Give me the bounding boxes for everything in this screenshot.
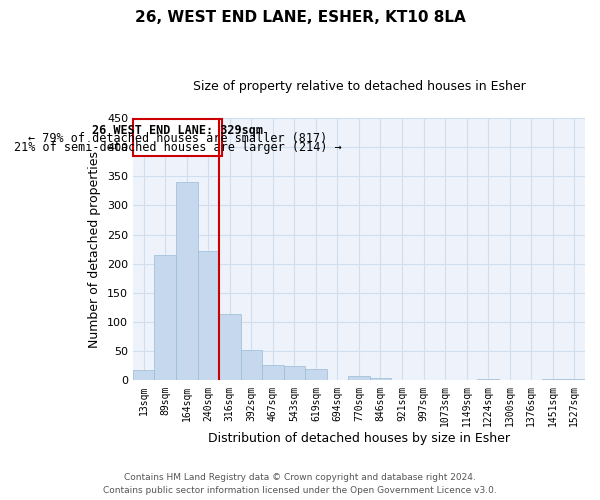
Bar <box>154 255 176 380</box>
Text: 26 WEST END LANE: 329sqm: 26 WEST END LANE: 329sqm <box>92 124 263 136</box>
Text: ← 79% of detached houses are smaller (817): ← 79% of detached houses are smaller (81… <box>28 132 327 145</box>
Title: Size of property relative to detached houses in Esher: Size of property relative to detached ho… <box>193 80 526 93</box>
Bar <box>262 366 284 380</box>
Bar <box>241 350 262 380</box>
Text: Contains HM Land Registry data © Crown copyright and database right 2024.
Contai: Contains HM Land Registry data © Crown c… <box>103 474 497 495</box>
Y-axis label: Number of detached properties: Number of detached properties <box>88 150 101 348</box>
Bar <box>305 369 326 380</box>
Bar <box>197 251 219 380</box>
Bar <box>348 376 370 380</box>
Bar <box>478 378 499 380</box>
X-axis label: Distribution of detached houses by size in Esher: Distribution of detached houses by size … <box>208 432 510 445</box>
Bar <box>284 366 305 380</box>
Text: 26, WEST END LANE, ESHER, KT10 8LA: 26, WEST END LANE, ESHER, KT10 8LA <box>134 10 466 25</box>
Bar <box>133 370 154 380</box>
Text: 21% of semi-detached houses are larger (214) →: 21% of semi-detached houses are larger (… <box>14 141 341 154</box>
Bar <box>176 182 197 380</box>
Bar <box>219 314 241 380</box>
Bar <box>133 119 222 156</box>
Bar <box>370 378 391 380</box>
